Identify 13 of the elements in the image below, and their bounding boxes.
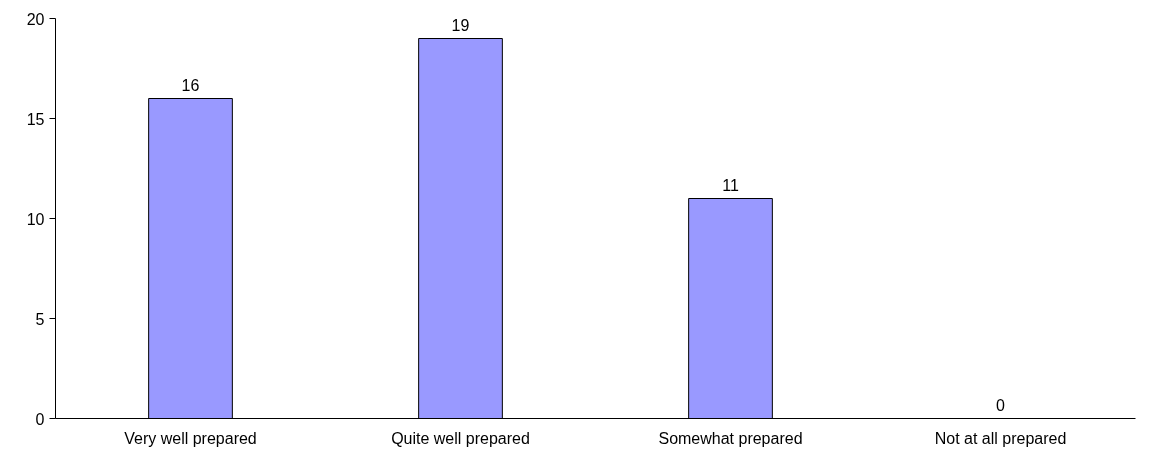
y-tick-label: 15 bbox=[26, 110, 45, 128]
y-tick-label: 20 bbox=[26, 10, 45, 28]
data-label: 11 bbox=[722, 176, 739, 194]
y-tick-label: 5 bbox=[35, 310, 45, 328]
data-label: 0 bbox=[996, 396, 1006, 414]
x-tick-label: Very well prepared bbox=[124, 429, 257, 447]
x-tick-label: Quite well prepared bbox=[391, 429, 530, 447]
x-tick-label: Somewhat prepared bbox=[658, 429, 803, 447]
data-label: 16 bbox=[181, 76, 200, 94]
x-tick-label: Not at all prepared bbox=[934, 429, 1067, 447]
data-label: 19 bbox=[451, 16, 470, 34]
y-tick-label: 0 bbox=[35, 410, 45, 428]
y-tick-label: 10 bbox=[26, 210, 45, 228]
